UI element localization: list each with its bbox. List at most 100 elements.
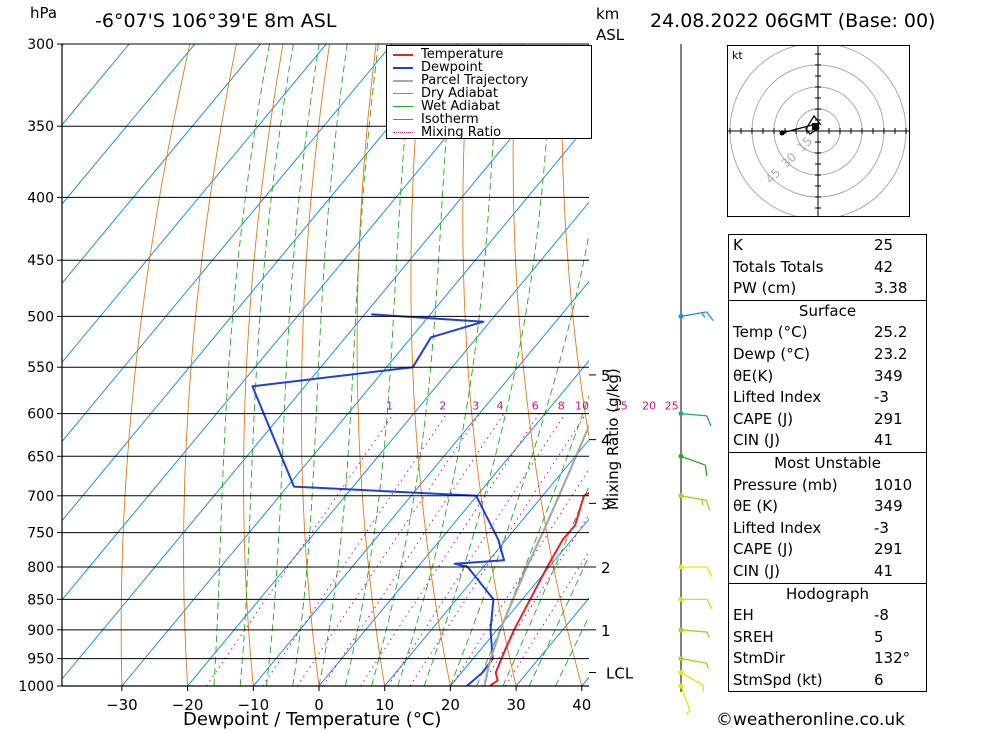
row-label: Totals Totals	[733, 257, 824, 276]
table-row: Pressure (mb) 1010	[729, 475, 926, 497]
wind-barb	[678, 683, 691, 716]
legend-label: Mixing Ratio	[421, 125, 502, 140]
pressure-unit-label: hPa	[30, 4, 58, 22]
wind-barb	[678, 627, 710, 638]
isotherm-line	[384, 439, 589, 686]
wet-adiabat-line	[292, 44, 348, 686]
dry-adiabat-line	[656, 44, 720, 686]
skewt-chart: 1 2 3 4 6 8 10 15 20 2530035040045050055060065070…	[18, 37, 720, 716]
row-label: Temp (°C)	[733, 323, 808, 342]
km-tick-label: LCL	[606, 664, 634, 682]
row-label: CAPE (J)	[733, 409, 794, 428]
legend-item-dewpoint: Dewpoint	[393, 61, 483, 74]
legend-item-wet-adiabat: Wet Adiabat	[393, 100, 500, 113]
legend-label: Wet Adiabat	[421, 99, 501, 114]
hodograph-ring-label: 30	[779, 150, 800, 171]
legend-swatch	[393, 106, 413, 107]
km-tick-label: 5	[601, 367, 611, 385]
wind-barb-column	[678, 44, 714, 716]
series-line-dewpoint	[251, 313, 506, 686]
legend-item-isotherm: Isotherm	[393, 113, 479, 126]
wet-adiabat-line	[528, 554, 589, 686]
legend-swatch	[393, 132, 413, 133]
table-row: K 25	[729, 235, 926, 257]
km-tick-label: 3	[601, 495, 611, 513]
isotherm-line	[121, 122, 589, 686]
pressure-tick-label: 600	[27, 407, 54, 423]
dry-adiabat-line	[702, 44, 720, 686]
wind-barb-staff	[680, 685, 691, 711]
wet-adiabat-line	[449, 232, 589, 686]
wind-barb	[678, 411, 712, 427]
hodograph-storm-marker	[812, 123, 819, 130]
legend-swatch	[393, 119, 413, 120]
wet-adiabat-line	[265, 44, 320, 686]
pressure-tick-label: 650	[27, 449, 54, 465]
x-tick-label: −20	[172, 696, 204, 714]
x-tick-label: 10	[375, 696, 394, 714]
hodograph-panel: kt 15 30 45	[727, 42, 910, 220]
legend-label: Dry Adiabat	[421, 86, 498, 101]
table-header: Most Unstable	[774, 453, 881, 472]
pressure-tick-label: 300	[27, 37, 54, 53]
pressure-tick-label: 800	[27, 560, 54, 576]
row-value: 349	[874, 497, 903, 516]
wind-barb-flag	[706, 415, 712, 427]
dry-adiabat-line	[243, 44, 284, 686]
wind-barb-flag	[706, 311, 714, 322]
row-value: 25	[874, 236, 894, 254]
pressure-tick-label: 1000	[18, 679, 54, 695]
wet-adiabat-line	[423, 44, 554, 686]
table-row: CIN (J) 41	[729, 561, 926, 583]
dry-adiabat-line	[410, 44, 451, 686]
dry-adiabat-line	[609, 44, 713, 686]
table-row: Lifted Index -3	[729, 518, 926, 540]
mixing-ratio-label: 20	[642, 400, 656, 413]
row-label: StmSpd (kt)	[733, 670, 823, 689]
wind-barb-staff	[680, 658, 707, 664]
mixing-ratio-axis-label-text: Mixing Ratio (g/kg)	[604, 368, 622, 510]
credit-footer: ©weatheronline.co.uk	[716, 710, 906, 730]
legend-item-parcel: Parcel Trajectory	[393, 74, 528, 87]
wind-barb-staff	[680, 412, 707, 417]
wind-barb	[678, 453, 708, 477]
wind-barb	[678, 493, 711, 512]
table-row: Dewp (°C) 23.2	[729, 344, 926, 366]
table-header: Hodograph	[785, 584, 870, 603]
dry-adiabat-line	[561, 44, 589, 440]
table-row: CIN (J) 41	[729, 430, 926, 452]
legend-item-temperature: Temperature	[393, 48, 503, 61]
mixing-ratio-axis-label: Mixing Ratio (g/kg)	[604, 340, 624, 510]
wind-barb-flag	[706, 566, 713, 578]
most-unstable-table: Most Unstable Pressure (mb) 1010 θE (K) 349 L…	[728, 451, 927, 583]
wind-barb-flag	[706, 631, 710, 638]
wind-barb-flag	[700, 499, 704, 506]
hodograph-params-table: Hodograph EH -8 SREH 5 StmDir 132° StmSpd (kt) 6	[728, 582, 927, 693]
isotherm-line	[318, 359, 589, 686]
mixing-ratio-label: 8	[558, 400, 565, 413]
x-tick-label: 40	[572, 696, 591, 714]
sounding-indices-panel: K 25 Totals Totals 42 PW (cm) 3.38 Surface Tem…	[728, 234, 927, 693]
mixing-ratio-label: 4	[496, 400, 503, 413]
isotherm-line	[62, 44, 196, 205]
wet-adiabat-line	[213, 44, 270, 686]
table-row: θE(K) 349	[729, 366, 926, 388]
wet-adiabat-line	[344, 44, 414, 686]
mixing-ratio-label: 25	[665, 400, 679, 413]
pressure-tick-label: 550	[27, 360, 54, 376]
wind-barb-flag	[705, 662, 709, 670]
km-label: km	[596, 5, 620, 23]
dry-adiabat-line	[300, 44, 330, 686]
mixing-ratio-label: 3	[472, 400, 479, 413]
pressure-tick-label: 750	[27, 526, 54, 542]
pressure-tick-label: 700	[27, 489, 54, 505]
isotherm-line	[62, 44, 130, 126]
row-value: 41	[874, 431, 894, 450]
pressure-tick-label: 450	[27, 253, 54, 269]
legend-item-dry-adiabat: Dry Adiabat	[393, 87, 498, 100]
row-value: 132°	[874, 649, 911, 668]
pressure-tick-label: 900	[27, 623, 54, 639]
hodograph-ring-label: 45	[763, 166, 784, 187]
x-tick-label: −10	[237, 696, 269, 714]
